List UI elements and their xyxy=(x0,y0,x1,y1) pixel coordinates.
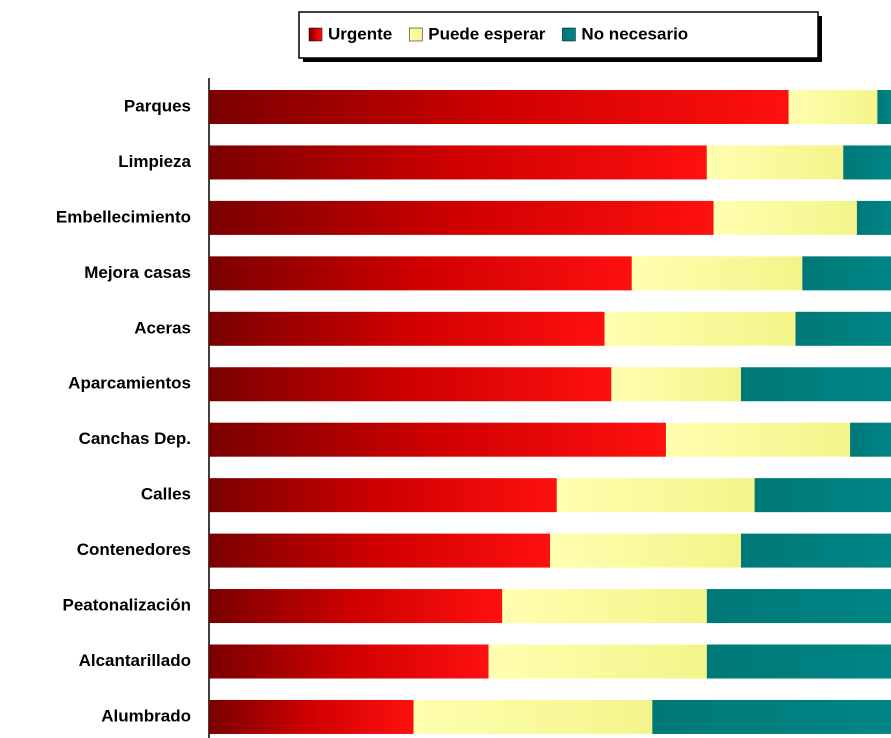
bar-segment xyxy=(740,367,891,402)
bar-segment xyxy=(604,311,796,346)
bar-segment xyxy=(502,589,707,624)
bar-segment xyxy=(209,533,550,568)
bar-segment xyxy=(706,644,891,679)
bar-segment xyxy=(713,200,857,235)
bar-segment xyxy=(652,699,891,734)
bar-segment xyxy=(209,422,666,457)
bar-segment xyxy=(850,422,891,457)
y-tick-label: Aceras xyxy=(134,318,191,337)
legend-label: Puede esperar xyxy=(428,24,546,43)
bar-segment xyxy=(209,699,414,734)
y-tick-label: Embellecimiento xyxy=(56,207,191,226)
bar-segment xyxy=(209,311,605,346)
y-tick-label: Peatonalización xyxy=(63,596,191,615)
bar-segment xyxy=(665,422,851,457)
bar-segment xyxy=(413,699,653,734)
y-tick-label: Parques xyxy=(124,96,191,115)
bar-segment xyxy=(209,478,557,513)
bar-segment xyxy=(488,644,707,679)
bar-segment xyxy=(550,533,741,568)
bar-segment xyxy=(631,256,803,291)
bar-segment xyxy=(209,200,714,235)
y-tick-label: Aparcamientos xyxy=(68,374,191,393)
bar-segment xyxy=(209,644,489,679)
bar-segment xyxy=(843,145,891,180)
y-tick-label: Alumbrado xyxy=(101,706,191,725)
bar-segment xyxy=(788,90,878,124)
bar-segment xyxy=(856,200,891,235)
bar-segment xyxy=(209,367,612,402)
legend-marker xyxy=(562,27,576,42)
bar-segment xyxy=(706,589,891,624)
y-tick-label: Contenedores xyxy=(77,540,191,559)
bar-segment xyxy=(209,589,503,624)
y-tick-label: Calles xyxy=(141,485,191,504)
legend-marker xyxy=(408,27,423,42)
bar-segment xyxy=(802,256,891,291)
bar-segment xyxy=(209,256,632,291)
bar-segment xyxy=(209,90,789,124)
y-tick-label: Canchas Dep. xyxy=(79,429,191,448)
bar-segment xyxy=(754,478,891,513)
y-tick-label: Limpieza xyxy=(118,152,191,171)
bar-segment xyxy=(556,478,755,513)
legend-label: Urgente xyxy=(328,24,392,43)
y-tick-label: Alcantarillado xyxy=(79,651,191,670)
legend-label: No necesario xyxy=(581,24,688,43)
bar-segment xyxy=(706,145,844,180)
legend-marker xyxy=(308,27,323,42)
bar-segment xyxy=(740,533,891,568)
bar-segment xyxy=(877,90,891,124)
bar-segment xyxy=(795,311,891,346)
legend-box xyxy=(298,11,819,59)
y-tick-label: Mejora casas xyxy=(84,263,191,282)
bar-segment xyxy=(209,145,707,180)
bar-segment xyxy=(611,367,741,402)
